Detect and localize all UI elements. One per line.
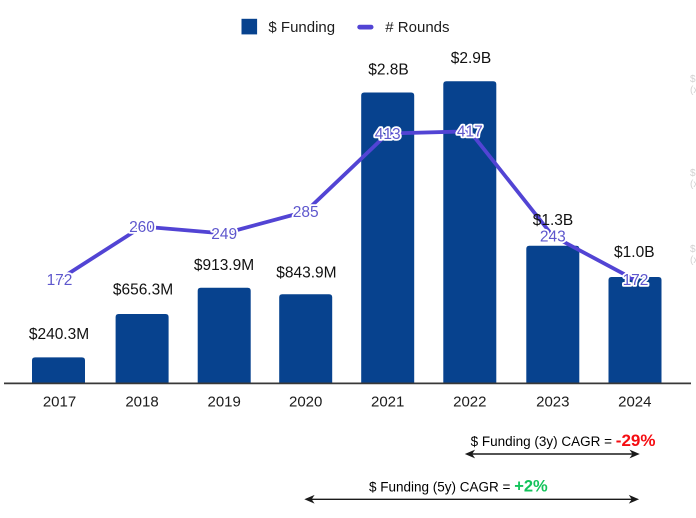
svg-text:413: 413 (375, 126, 401, 143)
svg-text:2017: 2017 (43, 394, 76, 411)
svg-text:$ Funding (5y) CAGR = +2%: $ Funding (5y) CAGR = +2% (369, 478, 548, 496)
svg-text:$2.9B: $2.9B (451, 50, 492, 67)
svg-text:285: 285 (293, 204, 319, 221)
svg-text:172: 172 (47, 272, 73, 289)
svg-text:2021: 2021 (371, 394, 404, 411)
svg-text:2022: 2022 (453, 394, 486, 411)
svg-text:417: 417 (457, 124, 483, 141)
svg-text:# Rounds: # Rounds (385, 19, 449, 36)
svg-text:$1.0B: $1.0B (614, 244, 655, 261)
svg-text:$8: $8 (690, 244, 696, 255)
svg-text:$843.9M: $843.9M (276, 265, 336, 282)
svg-text:$2.8B: $2.8B (368, 61, 409, 78)
svg-text:2020: 2020 (289, 394, 322, 411)
svg-text:260: 260 (129, 219, 155, 236)
svg-text:$2: $2 (690, 74, 696, 85)
svg-text:172: 172 (623, 272, 649, 289)
svg-text:$913.9M: $913.9M (194, 257, 254, 274)
svg-text:$656.3M: $656.3M (113, 282, 173, 299)
svg-text:$1: $1 (690, 168, 696, 179)
svg-text:(x: (x (690, 255, 696, 266)
svg-text:2023: 2023 (536, 394, 569, 411)
svg-text:249: 249 (211, 226, 237, 243)
svg-text:2024: 2024 (618, 394, 651, 411)
svg-text:$240.3M: $240.3M (29, 326, 89, 343)
svg-text:$1.3B: $1.3B (533, 212, 574, 229)
svg-text:$ Funding (3y) CAGR = -29%: $ Funding (3y) CAGR = -29% (471, 431, 656, 450)
svg-text:2019: 2019 (208, 394, 241, 411)
svg-text:(x: (x (690, 85, 696, 96)
svg-text:2018: 2018 (125, 394, 158, 411)
svg-text:(x: (x (690, 179, 696, 190)
svg-text:243: 243 (540, 228, 566, 245)
svg-text:$ Funding: $ Funding (268, 19, 335, 36)
